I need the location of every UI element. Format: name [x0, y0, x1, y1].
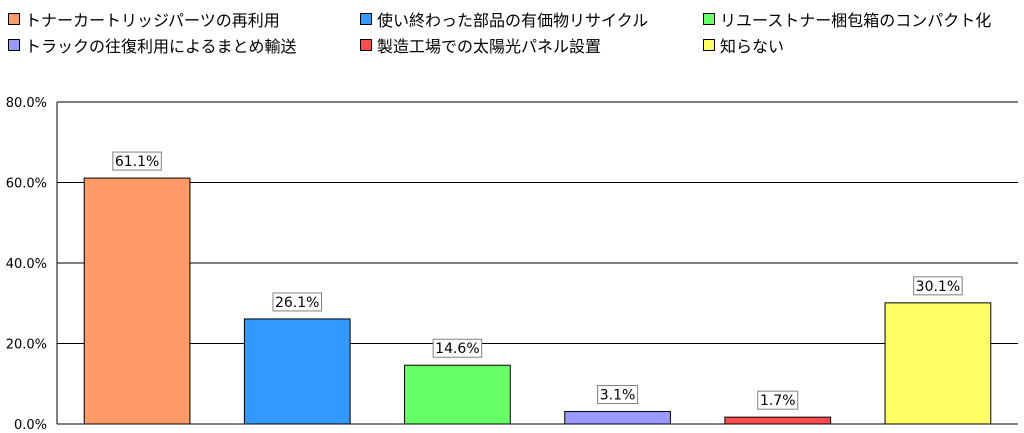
legend-label: 使い終わった部品の有価物リサイクル	[377, 11, 649, 30]
legend-label: リユーストナー梱包箱のコンパクト化	[720, 11, 992, 30]
legend-swatch-icon	[360, 39, 372, 51]
data-label: 61.1%	[115, 154, 159, 170]
legend-item-1: 使い終わった部品の有価物リサイクル	[360, 8, 648, 30]
y-tick-label: 20.0%	[6, 338, 47, 353]
legend-swatch-icon	[703, 13, 715, 25]
bar	[564, 411, 671, 425]
data-label-box	[432, 338, 483, 358]
bar	[243, 318, 351, 425]
legend-item-3: トラックの往復利用によるまとめ輸送	[8, 34, 297, 56]
legend-swatch-icon	[8, 13, 20, 25]
legend-label: 知らない	[720, 37, 785, 56]
bars	[83, 177, 992, 425]
y-tick-label: 80.0%	[6, 96, 47, 111]
data-label-box	[597, 385, 639, 405]
y-tick-label: 60.0%	[6, 177, 47, 192]
bar	[83, 177, 191, 425]
legend-item-0: トナーカートリッジパーツの再利用	[8, 8, 280, 30]
data-label-box	[913, 276, 963, 296]
legend-item-5: 知らない	[703, 34, 784, 56]
y-axis: 0.0% 20.0% 40.0% 60.0% 80.0%	[6, 96, 58, 433]
data-label: 14.6%	[435, 341, 479, 357]
gridlines	[57, 101, 1018, 425]
legend-item-4: 製造工場での太陽光パネル設置	[360, 34, 601, 56]
data-label: 3.1%	[600, 388, 636, 404]
legend: トナーカートリッジパーツの再利用 使い終わった部品の有価物リサイクル リユースト…	[8, 6, 1018, 66]
y-tick-label: 0.0%	[14, 418, 47, 433]
legend-swatch-icon	[360, 13, 372, 25]
bar	[724, 416, 832, 425]
legend-swatch-icon	[8, 39, 20, 51]
data-label-box	[757, 390, 799, 410]
legend-swatch-icon	[703, 39, 715, 51]
data-labels: 61.1% 26.1% 14.6% 3.1% 1.7% 30.1%	[112, 151, 963, 410]
bar	[884, 302, 992, 425]
legend-item-2: リユーストナー梱包箱のコンパクト化	[703, 8, 991, 30]
y-tick-label: 40.0%	[6, 257, 47, 272]
data-label: 30.1%	[916, 279, 960, 295]
bar	[404, 364, 511, 425]
legend-label: 製造工場での太陽光パネル設置	[377, 37, 602, 56]
data-label-box	[272, 292, 322, 312]
legend-label: トナーカートリッジパーツの再利用	[25, 11, 280, 30]
legend-label: トラックの往復利用によるまとめ輸送	[25, 37, 297, 56]
data-label: 1.7%	[760, 393, 796, 409]
data-label-box	[112, 151, 162, 171]
data-label: 26.1%	[275, 295, 319, 311]
